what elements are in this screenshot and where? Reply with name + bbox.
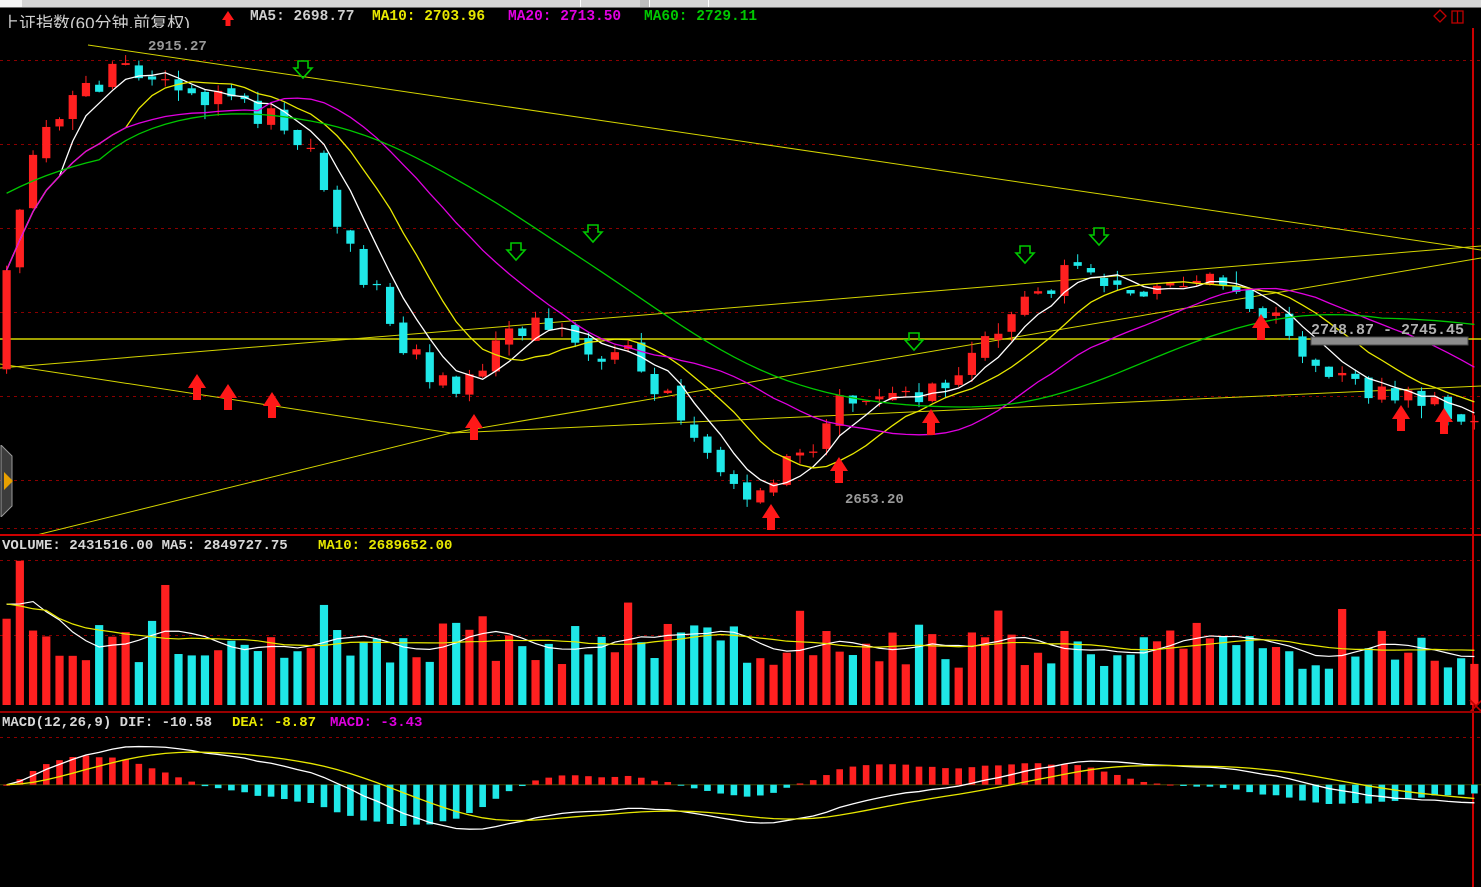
svg-text:2653.20: 2653.20	[845, 492, 904, 508]
svg-text:2748.87 - 2745.45: 2748.87 - 2745.45	[1311, 322, 1464, 339]
svg-text:2915.27: 2915.27	[148, 39, 207, 55]
